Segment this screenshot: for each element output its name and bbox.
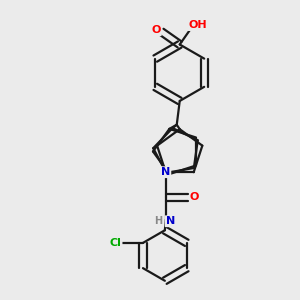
Text: Cl: Cl bbox=[110, 238, 122, 248]
Text: N: N bbox=[161, 167, 170, 177]
Text: O: O bbox=[152, 25, 161, 35]
Text: H: H bbox=[154, 216, 162, 226]
Text: N: N bbox=[166, 216, 175, 226]
Text: O: O bbox=[190, 193, 199, 202]
Text: OH: OH bbox=[188, 20, 207, 30]
